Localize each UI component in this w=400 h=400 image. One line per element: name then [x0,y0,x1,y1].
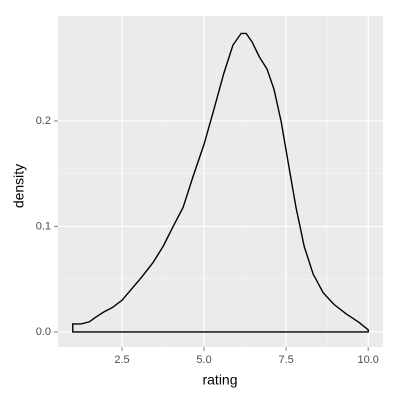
y-tick-label: 0.0 [36,326,51,338]
y-tick-label: 0.1 [36,220,51,232]
x-tick-label: 10.0 [358,354,379,366]
x-tick-label: 7.5 [279,354,294,366]
x-tick-label: 2.5 [114,354,129,366]
y-axis-title: density [11,164,27,208]
panel [58,16,383,347]
x-tick-label: 5.0 [196,354,211,366]
x-axis-title: rating [202,372,237,388]
y-tick-label: 0.2 [36,115,51,127]
density-curve [72,32,369,333]
